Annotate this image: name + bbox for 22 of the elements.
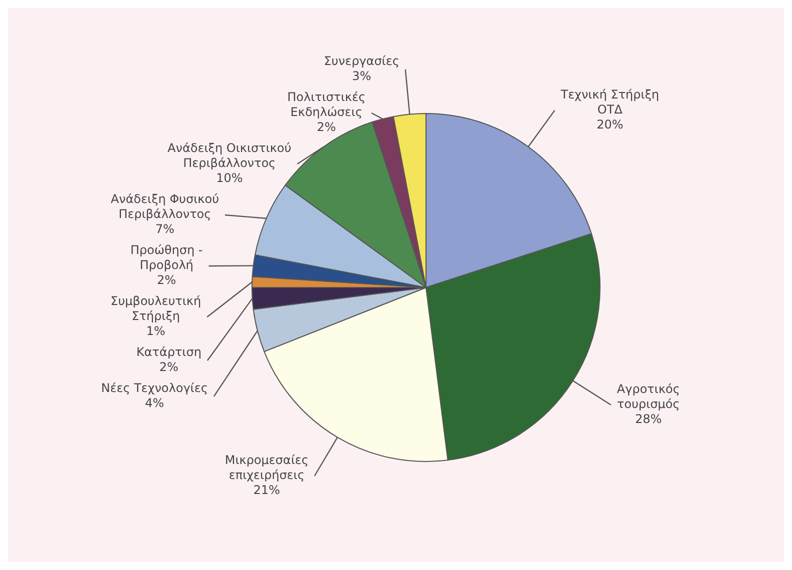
- data-label: 21%: [253, 483, 280, 498]
- slice-label: Μικρομεσαίες επιχειρήσεις: [224, 453, 309, 482]
- data-label: 28%: [635, 412, 662, 426]
- slice-label: Κατάρτιση: [136, 345, 202, 360]
- slice-label: Ανάδειξη Φυσικού Περιβάλλοντος: [110, 192, 220, 222]
- slice-label: Ανάδειξη Οικιστικού Περιβάλλοντος: [168, 141, 292, 170]
- data-label: 2%: [157, 273, 176, 288]
- data-label: 20%: [596, 117, 624, 132]
- data-label: 2%: [159, 360, 178, 374]
- data-label: 7%: [155, 222, 174, 236]
- data-label: 3%: [352, 69, 372, 84]
- slice-label: Συμβουλευτική Στήριξη: [110, 294, 202, 324]
- slice-label: Πολιτιστικές Εκδηλώσεις: [287, 90, 366, 120]
- slice-label: Νέες Τεχνολογίες: [101, 381, 208, 396]
- data-label: 10%: [216, 171, 243, 186]
- slice-label: Συνεργασίες: [324, 54, 400, 68]
- data-label: 1%: [146, 324, 166, 338]
- slice-label: Αγροτικός τουρισμός: [616, 382, 680, 411]
- slice-label: Προώθηση - Προβολή: [130, 243, 203, 272]
- data-label: 4%: [144, 396, 164, 410]
- slice-label: Τεχνική Στήριξη ΟΤΔ: [560, 87, 660, 116]
- data-label: 2%: [316, 120, 336, 134]
